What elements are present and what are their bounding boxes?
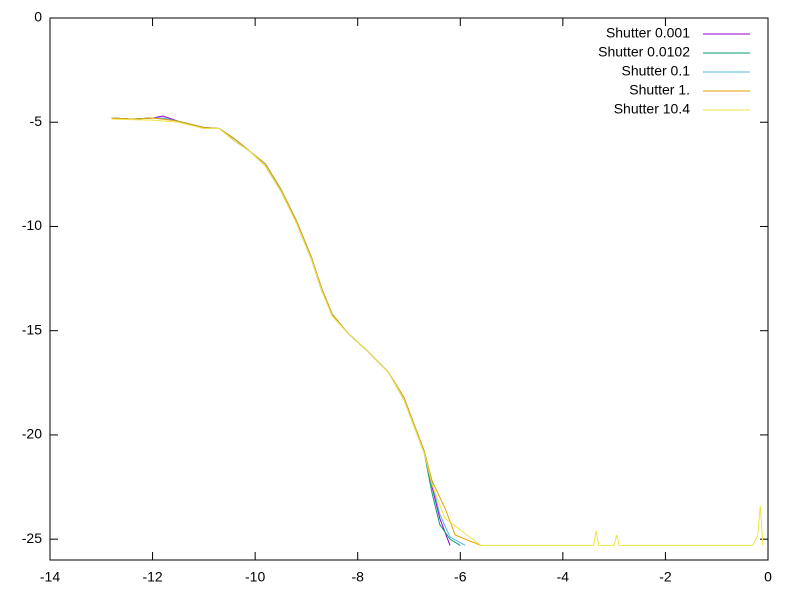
x-tick-label: 0 (764, 569, 772, 585)
y-tick-label: -15 (22, 321, 42, 337)
y-tick-label: -25 (22, 530, 42, 546)
x-tick-label: -10 (245, 569, 265, 585)
legend-label: Shutter 1. (629, 82, 690, 98)
x-tick-label: -2 (659, 569, 672, 585)
series-line (111, 115, 451, 546)
x-tick-label: -12 (142, 569, 162, 585)
y-tick-label: -5 (30, 113, 43, 129)
y-tick-label: 0 (34, 9, 42, 25)
x-tick-label: -8 (351, 569, 364, 585)
y-tick-label: -10 (22, 217, 42, 233)
y-tick-label: -20 (22, 426, 42, 442)
x-tick-label: -14 (40, 569, 60, 585)
legend-label: Shutter 10.4 (614, 101, 690, 117)
plot-border (49, 17, 769, 561)
series-line (111, 118, 764, 546)
legend-label: Shutter 0.0102 (598, 44, 690, 60)
x-tick-label: -4 (557, 569, 570, 585)
legend-label: Shutter 0.001 (606, 25, 690, 41)
legend-label: Shutter 0.1 (622, 63, 691, 79)
series-line (111, 117, 461, 546)
series-line (111, 117, 481, 546)
series-line (111, 117, 466, 546)
x-tick-label: -6 (454, 569, 467, 585)
